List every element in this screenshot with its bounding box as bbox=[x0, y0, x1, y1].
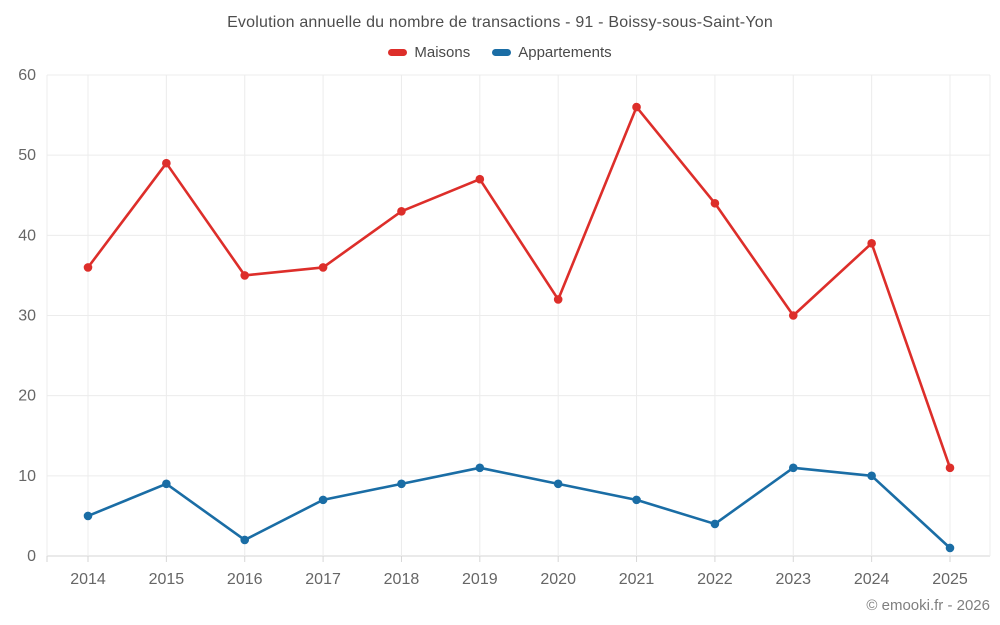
x-axis-tick-label: 2019 bbox=[462, 571, 498, 588]
chart-legend: Maisons Appartements bbox=[0, 44, 1000, 61]
x-axis-tick-label: 2021 bbox=[619, 571, 655, 588]
legend-item-appartements[interactable]: Appartements bbox=[492, 44, 612, 61]
data-point-appartements[interactable] bbox=[788, 463, 798, 473]
x-axis-tick-label: 2022 bbox=[697, 571, 733, 588]
legend-item-maisons[interactable]: Maisons bbox=[388, 44, 470, 61]
x-axis-tick-label: 2015 bbox=[149, 571, 185, 588]
data-point-maisons[interactable] bbox=[632, 102, 641, 112]
series-line-appartements bbox=[86, 466, 952, 550]
data-point-maisons[interactable] bbox=[553, 295, 563, 304]
y-axis-tick-label: 0 bbox=[27, 548, 36, 565]
data-point-maisons[interactable] bbox=[83, 263, 93, 272]
appartements-color-swatch-icon bbox=[492, 49, 512, 56]
y-axis-tick-label: 10 bbox=[18, 468, 36, 485]
y-axis-tick-label: 30 bbox=[18, 308, 36, 325]
series-line-maisons bbox=[86, 105, 952, 470]
data-point-appartements[interactable] bbox=[397, 479, 406, 489]
data-point-maisons[interactable] bbox=[475, 174, 485, 184]
x-axis-tick-label: 2016 bbox=[227, 571, 263, 588]
data-point-maisons[interactable] bbox=[710, 198, 720, 208]
x-axis-tick-label: 2023 bbox=[775, 571, 811, 588]
data-point-maisons[interactable] bbox=[162, 158, 171, 168]
data-point-appartements[interactable] bbox=[162, 479, 171, 489]
x-axis-tick-label: 2020 bbox=[540, 571, 576, 588]
data-point-appartements[interactable] bbox=[867, 471, 876, 481]
data-point-appartements[interactable] bbox=[240, 535, 250, 545]
data-point-maisons[interactable] bbox=[397, 206, 406, 216]
data-point-maisons[interactable] bbox=[788, 311, 798, 320]
maisons-color-swatch-icon bbox=[388, 49, 408, 56]
data-point-appartements[interactable] bbox=[632, 495, 641, 505]
data-point-appartements[interactable] bbox=[83, 511, 93, 521]
y-axis-tick-label: 40 bbox=[18, 227, 36, 244]
x-axis-tick-label: 2024 bbox=[854, 571, 890, 588]
data-point-maisons[interactable] bbox=[240, 271, 250, 280]
data-point-appartements[interactable] bbox=[710, 519, 720, 529]
data-point-maisons[interactable] bbox=[318, 263, 328, 272]
data-point-maisons[interactable] bbox=[867, 239, 876, 248]
y-axis-tick-label: 60 bbox=[18, 67, 36, 84]
y-axis-tick-label: 20 bbox=[18, 388, 36, 405]
data-point-maisons[interactable] bbox=[945, 463, 955, 473]
chart-title: Evolution annuelle du nombre de transact… bbox=[227, 14, 773, 31]
x-axis-tick-label: 2025 bbox=[932, 571, 968, 588]
data-point-appartements[interactable] bbox=[553, 479, 563, 489]
data-point-appartements[interactable] bbox=[945, 543, 955, 553]
x-axis-tick-label: 2014 bbox=[70, 571, 106, 588]
y-axis-tick-label: 50 bbox=[18, 147, 36, 164]
footer-credit: © emooki.fr - 2026 bbox=[866, 597, 990, 614]
data-point-appartements[interactable] bbox=[318, 495, 328, 505]
legend-label-appartements: Appartements bbox=[518, 44, 612, 61]
legend-label-maisons: Maisons bbox=[414, 44, 471, 61]
x-axis-tick-label: 2017 bbox=[305, 571, 341, 588]
x-axis-tick-label: 2018 bbox=[384, 571, 420, 588]
data-point-appartements[interactable] bbox=[475, 463, 485, 473]
